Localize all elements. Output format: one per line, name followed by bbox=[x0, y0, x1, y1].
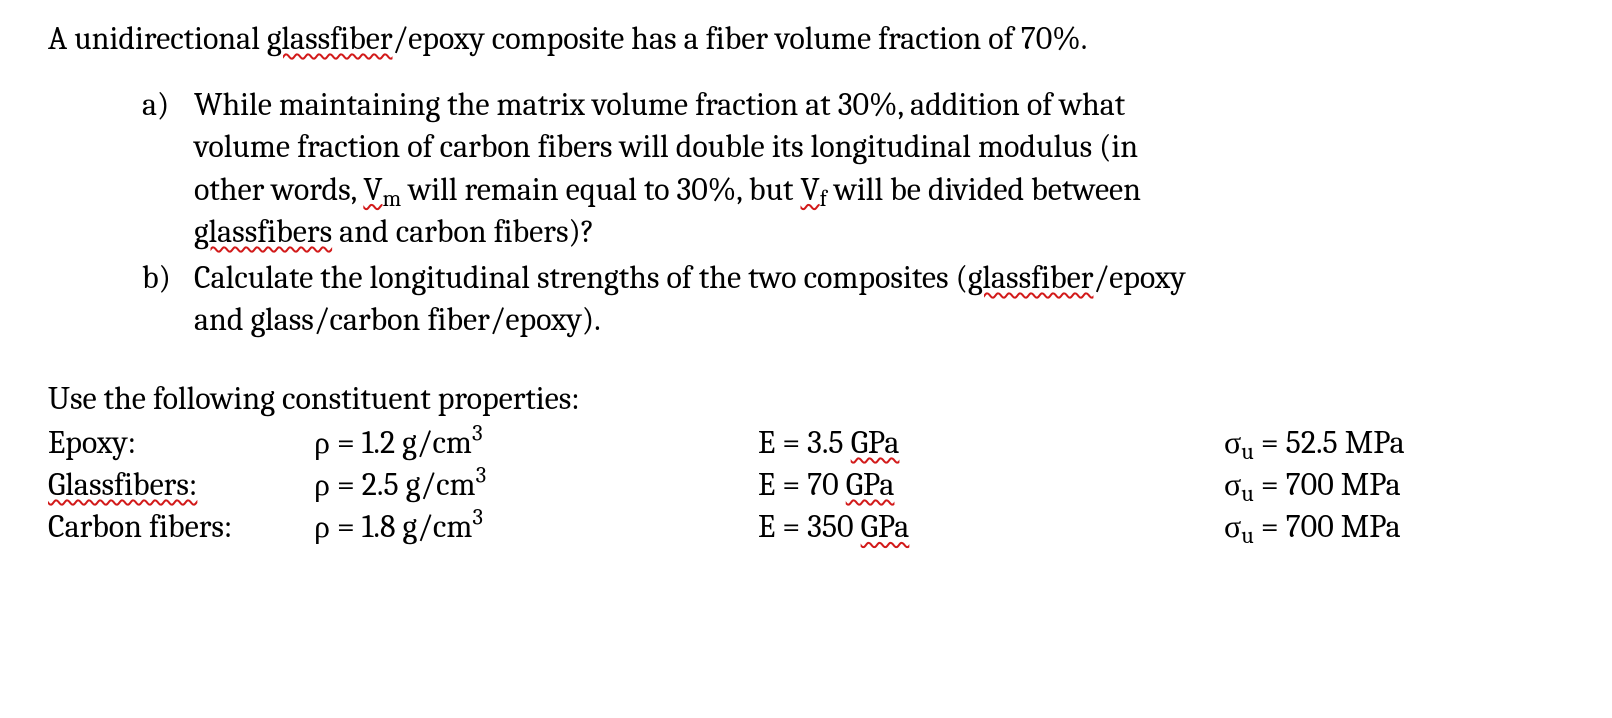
intro-pre: A unidirectional bbox=[48, 20, 267, 57]
question-a-body: While maintaining the matrix volume frac… bbox=[194, 84, 1564, 253]
qa-vf: Vf bbox=[800, 171, 826, 208]
question-a-letter: a) bbox=[142, 84, 194, 253]
qa-vm-V: V bbox=[363, 171, 382, 208]
constituent-modulus: E = 70 GPa bbox=[758, 464, 1224, 506]
qa-vm-m: m bbox=[382, 184, 401, 211]
qa-l3-b: will remain equal to 30%, but bbox=[401, 171, 800, 208]
qa-l3-c: will be divided between bbox=[827, 171, 1141, 208]
qb-line2: and glass/carbon fiber/epoxy). bbox=[194, 299, 1564, 341]
question-b-body: Calculate the longitudinal strengths of … bbox=[194, 257, 1564, 341]
intro-post: /epoxy composite has a fiber volume frac… bbox=[393, 20, 1088, 57]
constituent-strength: σu = 700 MPa bbox=[1224, 464, 1405, 506]
constituent-name: Carbon fibers: bbox=[48, 506, 314, 548]
intro-line: A unidirectional glassfiber/epoxy compos… bbox=[48, 18, 1564, 60]
constituent-strength: σu = 700 MPa bbox=[1224, 506, 1405, 548]
constituent-strength: σu = 52.5 MPa bbox=[1224, 422, 1405, 464]
table-row: Glassfibers:ρ = 2.5 g/cm3E = 70 GPaσu = … bbox=[48, 464, 1405, 506]
qa-vm: Vm bbox=[363, 171, 401, 208]
constituent-density: ρ = 2.5 g/cm3 bbox=[314, 464, 758, 506]
qa-vf-f: f bbox=[820, 184, 827, 211]
constituent-name: Glassfibers: bbox=[48, 464, 314, 506]
intro-glassfiber: glassfiber bbox=[267, 20, 393, 57]
problem-page: A unidirectional glassfiber/epoxy compos… bbox=[0, 0, 1612, 549]
question-b: b) Calculate the longitudinal strengths … bbox=[142, 257, 1564, 341]
qa-l4-glassfibers: glassfibers bbox=[194, 213, 332, 250]
constituent-modulus: E = 350 GPa bbox=[758, 506, 1224, 548]
qb-l1-glassfiber: glassfiber bbox=[968, 259, 1094, 296]
qb-l1-a: Calculate the longitudinal strengths of … bbox=[194, 259, 968, 296]
table-row: Carbon fibers:ρ = 1.8 g/cm3E = 350 GPaσu… bbox=[48, 506, 1405, 548]
constituent-density: ρ = 1.8 g/cm3 bbox=[314, 506, 758, 548]
constituents-table: Epoxy:ρ = 1.2 g/cm3E = 3.5 GPaσu = 52.5 … bbox=[48, 422, 1405, 549]
constituent-name: Epoxy: bbox=[48, 422, 314, 464]
question-a: a) While maintaining the matrix volume f… bbox=[142, 84, 1564, 253]
qa-line3: other words, Vm will remain equal to 30%… bbox=[194, 169, 1564, 211]
constituents-intro: Use the following constituent properties… bbox=[48, 378, 1564, 420]
constituent-modulus: E = 3.5 GPa bbox=[758, 422, 1224, 464]
qa-vf-V: V bbox=[800, 171, 819, 208]
qa-l3-a: other words, bbox=[194, 171, 363, 208]
qa-l4-post: and carbon fibers)? bbox=[332, 213, 594, 250]
qa-line2: volume fraction of carbon fibers will do… bbox=[194, 126, 1564, 168]
question-b-letter: b) bbox=[142, 257, 194, 341]
question-list: a) While maintaining the matrix volume f… bbox=[48, 84, 1564, 341]
qa-line4: glassfibers and carbon fibers)? bbox=[194, 211, 1564, 253]
qb-l1-b: /epoxy bbox=[1093, 259, 1185, 296]
qb-line1: Calculate the longitudinal strengths of … bbox=[194, 257, 1564, 299]
table-row: Epoxy:ρ = 1.2 g/cm3E = 3.5 GPaσu = 52.5 … bbox=[48, 422, 1405, 464]
constituent-density: ρ = 1.2 g/cm3 bbox=[314, 422, 758, 464]
qa-line1: While maintaining the matrix volume frac… bbox=[194, 84, 1564, 126]
